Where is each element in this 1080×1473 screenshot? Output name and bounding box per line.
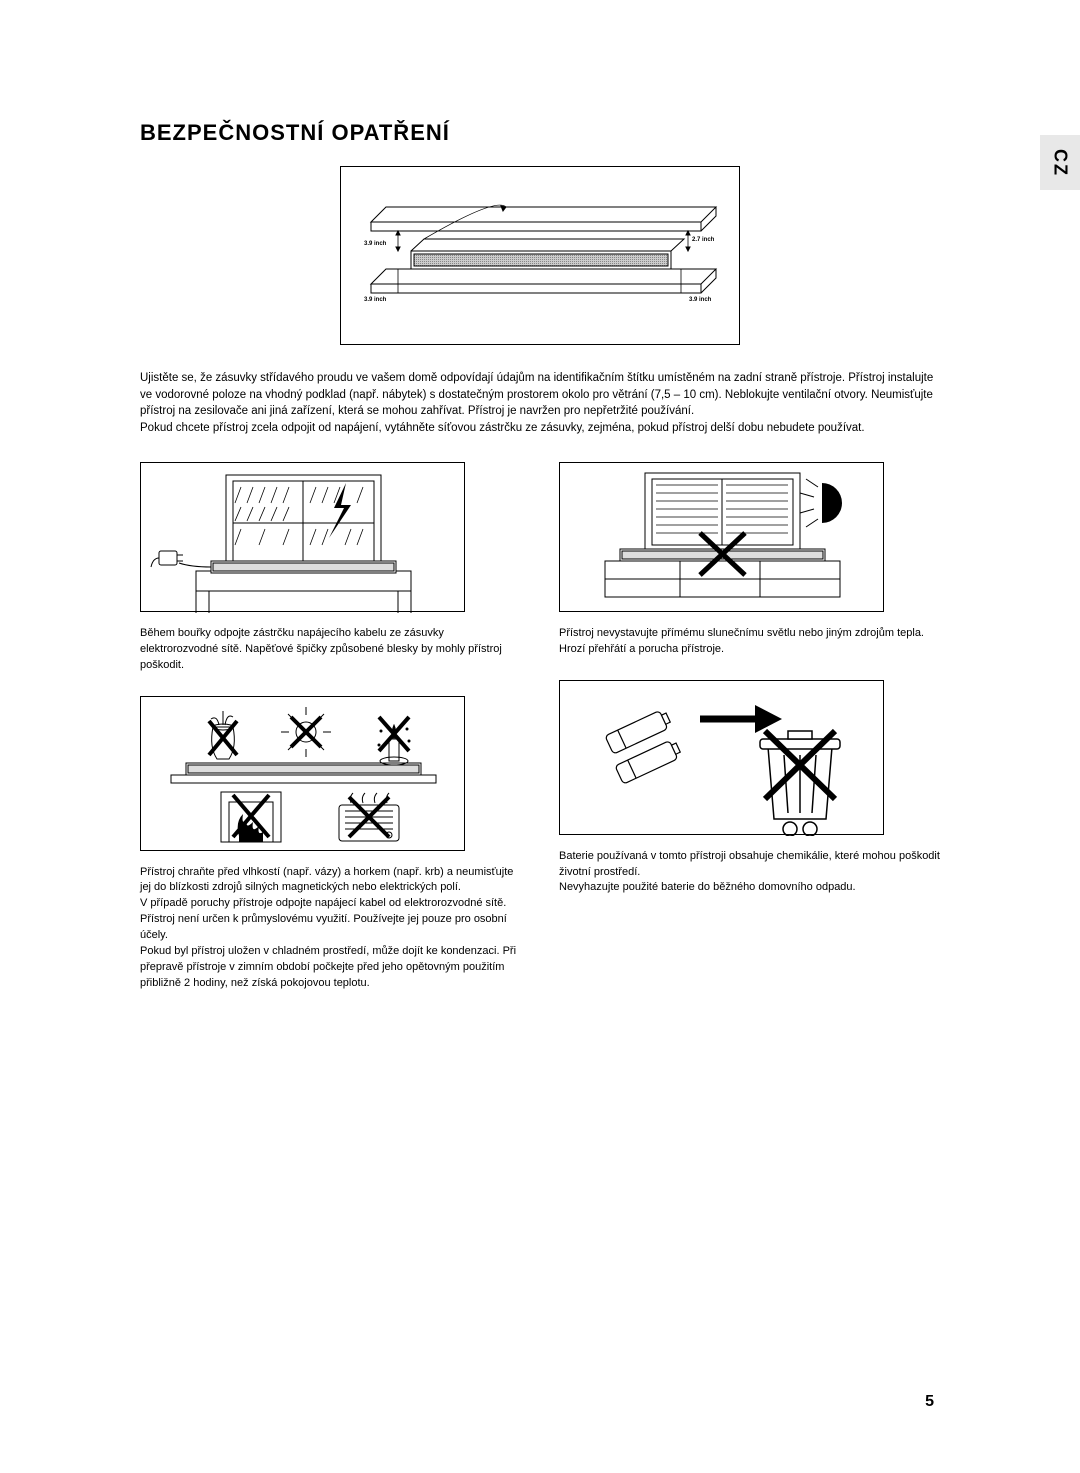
page-number: 5 (925, 1393, 934, 1411)
hazards-diagram (140, 696, 465, 851)
lightning-diagram (140, 462, 465, 612)
right-column: Přístroj nevystavujte přímému slunečnímu… (559, 462, 940, 1014)
dim-right: 2.7 inch (692, 237, 715, 243)
battery-diagram (559, 680, 884, 835)
hazards-caption: Přístroj chraňte před vlhkostí (např. vá… (140, 865, 521, 993)
intro-paragraph: Ujistěte se, že zásuvky střídavého proud… (140, 370, 940, 437)
dim-bottom-right: 3.9 inch (689, 297, 712, 303)
language-tab: CZ (1040, 135, 1080, 190)
ventilation-svg: 3.9 inch 2.7 inch 3.9 inch 3.9 inch (356, 189, 726, 314)
dim-top-left: 3.9 inch (364, 241, 387, 247)
two-column-layout: Během bouřky odpojte zástrčku napájecího… (140, 462, 940, 1014)
language-tab-label: CZ (1050, 149, 1071, 177)
page-title: BEZPEČNOSTNÍ OPATŘENÍ (140, 120, 940, 146)
sunlight-diagram (559, 462, 884, 612)
dim-bottom-left: 3.9 inch (364, 297, 387, 303)
left-column: Během bouřky odpojte zástrčku napájecího… (140, 462, 521, 1014)
lightning-caption: Během bouřky odpojte zástrčku napájecího… (140, 626, 521, 674)
ventilation-diagram: 3.9 inch 2.7 inch 3.9 inch 3.9 inch (340, 166, 740, 345)
sunlight-caption: Přístroj nevystavujte přímému slunečnímu… (559, 626, 940, 658)
battery-caption: Baterie používaná v tomto přístroji obsa… (559, 849, 940, 897)
page-content: BEZPEČNOSTNÍ OPATŘENÍ (0, 0, 1080, 1014)
